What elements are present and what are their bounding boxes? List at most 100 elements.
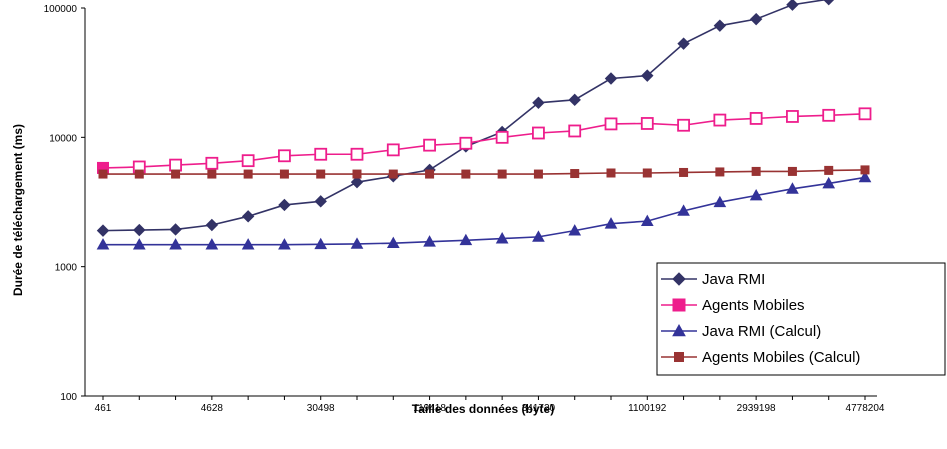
data-point xyxy=(461,169,471,179)
data-point xyxy=(786,0,799,11)
y-tick-label: 10000 xyxy=(49,133,77,144)
data-point xyxy=(713,19,727,32)
data-point xyxy=(604,117,618,131)
x-axis-title: Taille des données (byte) xyxy=(412,402,554,416)
data-point xyxy=(640,117,654,130)
data-point xyxy=(677,37,690,50)
data-point xyxy=(495,232,509,244)
data-point xyxy=(677,118,690,132)
data-point xyxy=(749,112,763,125)
data-point xyxy=(858,107,872,121)
legend-item: Java RMI xyxy=(661,271,765,288)
plot-area xyxy=(84,8,877,397)
data-point xyxy=(568,93,581,107)
series-line xyxy=(103,176,866,246)
data-point xyxy=(98,169,108,179)
data-point xyxy=(640,214,654,227)
y-axis-title: Durée de téléchargement (ms) xyxy=(11,124,25,296)
legend-label: Java RMI (Calcul) xyxy=(702,323,821,340)
data-point xyxy=(679,167,689,177)
y-axis-ticks: 100 1000 10000 100000 xyxy=(44,4,85,403)
legend-marker xyxy=(672,272,686,286)
data-point xyxy=(386,143,400,157)
data-point xyxy=(787,166,797,176)
y-tick-label: 100 xyxy=(60,392,77,403)
data-point xyxy=(604,217,618,229)
y-tick-label: 1000 xyxy=(55,263,78,274)
data-point xyxy=(677,204,690,216)
data-point xyxy=(713,113,727,127)
legend-label: Agents Mobiles (Calcul) xyxy=(702,349,860,366)
legend-label: Java RMI xyxy=(702,271,765,288)
data-point xyxy=(459,233,473,246)
series-agents-mobiles-calcul xyxy=(98,165,870,179)
data-point xyxy=(169,223,182,236)
legend: Java RMI Agents Mobiles Java RMI (Calcul) A… xyxy=(656,262,946,376)
series-line xyxy=(103,169,866,175)
data-point xyxy=(423,138,436,152)
data-point xyxy=(423,235,436,247)
data-point xyxy=(207,169,217,179)
x-tick-label: 4628 xyxy=(201,403,224,414)
x-tick-label: 2939198 xyxy=(737,403,776,414)
data-point xyxy=(278,198,291,212)
data-point xyxy=(352,169,362,179)
data-point xyxy=(278,238,291,250)
data-point xyxy=(860,165,870,175)
x-tick-label: 119418 xyxy=(413,403,446,414)
x-tick-label: 30498 xyxy=(307,403,335,414)
data-point xyxy=(751,166,761,176)
data-point xyxy=(388,169,398,179)
legend-item: Agents Mobiles (Calcul) xyxy=(661,349,860,366)
data-point xyxy=(96,238,110,250)
data-point xyxy=(386,236,400,249)
data-point xyxy=(858,170,872,183)
data-point xyxy=(96,224,110,237)
data-point xyxy=(205,238,219,250)
data-point xyxy=(604,72,618,85)
data-point xyxy=(134,169,144,179)
data-point xyxy=(241,154,255,168)
data-point xyxy=(350,237,364,249)
data-point xyxy=(169,158,182,172)
data-point xyxy=(822,108,836,122)
series-java-rmi-calcul xyxy=(96,170,872,250)
series-line xyxy=(102,113,866,169)
data-point xyxy=(533,169,543,179)
data-point xyxy=(314,147,328,161)
data-point xyxy=(350,175,364,189)
x-tick-label: 1100192 xyxy=(628,403,667,414)
data-point xyxy=(532,230,545,242)
data-point xyxy=(570,169,580,179)
data-point xyxy=(241,238,255,250)
legend-item: Java RMI (Calcul) xyxy=(661,323,821,340)
data-point xyxy=(243,169,253,179)
data-point xyxy=(279,169,289,179)
data-point xyxy=(749,12,763,26)
legend-marker xyxy=(672,323,686,337)
x-tick-label: 461 xyxy=(95,403,112,414)
data-point xyxy=(641,69,654,82)
data-point xyxy=(568,124,582,138)
x-tick-label: 341720 xyxy=(522,403,556,414)
data-point xyxy=(749,188,763,201)
y-tick-label: 100000 xyxy=(44,4,78,15)
legend-marker xyxy=(672,298,686,312)
data-point xyxy=(822,176,836,189)
legend-marker xyxy=(674,352,684,362)
data-point xyxy=(568,224,582,236)
x-axis-ticks: 461 4628 30498 119418 341720 1100192 2939198 47… xyxy=(95,396,885,414)
series-layer xyxy=(96,0,872,250)
data-point xyxy=(495,130,509,144)
data-point xyxy=(350,147,364,161)
data-point xyxy=(459,136,473,150)
x-tick-label: 4778204 xyxy=(846,403,885,414)
data-point xyxy=(713,195,727,208)
data-point xyxy=(314,195,327,208)
data-point xyxy=(132,238,146,250)
data-point xyxy=(169,238,182,250)
data-point xyxy=(205,156,219,170)
data-point xyxy=(532,126,545,140)
series-agents-mobiles xyxy=(97,107,872,174)
